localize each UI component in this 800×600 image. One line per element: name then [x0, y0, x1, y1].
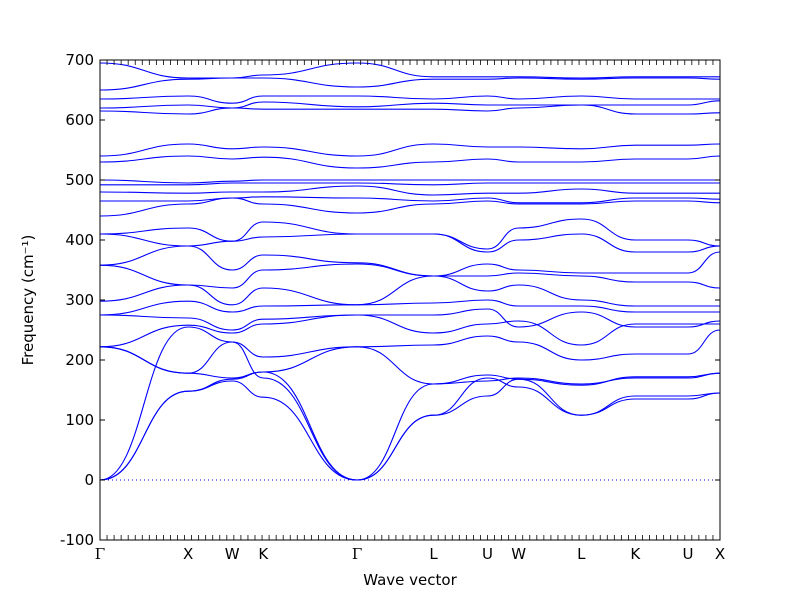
k-point-label: L [429, 545, 438, 563]
k-point-label: K [630, 545, 641, 563]
y-axis-title: Frequency (cm⁻¹) [19, 235, 37, 366]
band-5 [99, 329, 721, 374]
band-25 [99, 62, 720, 79]
band-13 [99, 218, 721, 250]
y-tick-label: 300 [65, 291, 94, 309]
band-18 [99, 179, 720, 184]
y-tick-label: 400 [65, 231, 94, 249]
band-15 [100, 196, 721, 204]
band-19 [99, 155, 721, 169]
k-point-label: W [511, 545, 526, 563]
y-tick-label: 600 [65, 111, 94, 129]
k-point-label: Γ [352, 545, 362, 563]
band-2 [99, 371, 721, 481]
band-22 [99, 100, 721, 109]
k-point-label: U [482, 545, 493, 563]
band-21 [99, 104, 721, 115]
k-point-label: X [715, 545, 725, 563]
k-point-label: L [577, 545, 586, 563]
k-point-label: K [258, 545, 269, 563]
dispersion-curves [99, 62, 721, 481]
y-tick-label: 500 [65, 171, 94, 189]
y-tick-label: 100 [65, 411, 94, 429]
band-7 [99, 308, 721, 331]
y-tick-label: 0 [84, 471, 94, 489]
k-point-label: W [225, 545, 240, 563]
band-8 [99, 299, 720, 316]
k-point-label: X [183, 545, 193, 563]
y-tick-label: 700 [65, 51, 94, 69]
k-point-label: U [683, 545, 694, 563]
band-16 [99, 185, 720, 196]
band-4 [99, 346, 721, 385]
x-axis-title: Wave vector [363, 571, 457, 589]
k-point-label: Γ [95, 545, 105, 563]
y-axis-ticks: -100 0 100 200 300 400 500 600 700 [60, 51, 720, 549]
band-3 [99, 326, 721, 481]
y-tick-label: -100 [60, 531, 94, 549]
band-14 [99, 197, 721, 217]
band-17 [100, 182, 720, 186]
y-tick-label: 200 [65, 351, 94, 369]
band-23 [99, 95, 720, 104]
band-12 [99, 233, 721, 253]
band-20 [99, 143, 721, 157]
band-11 [99, 245, 721, 277]
band-6 [99, 314, 720, 348]
